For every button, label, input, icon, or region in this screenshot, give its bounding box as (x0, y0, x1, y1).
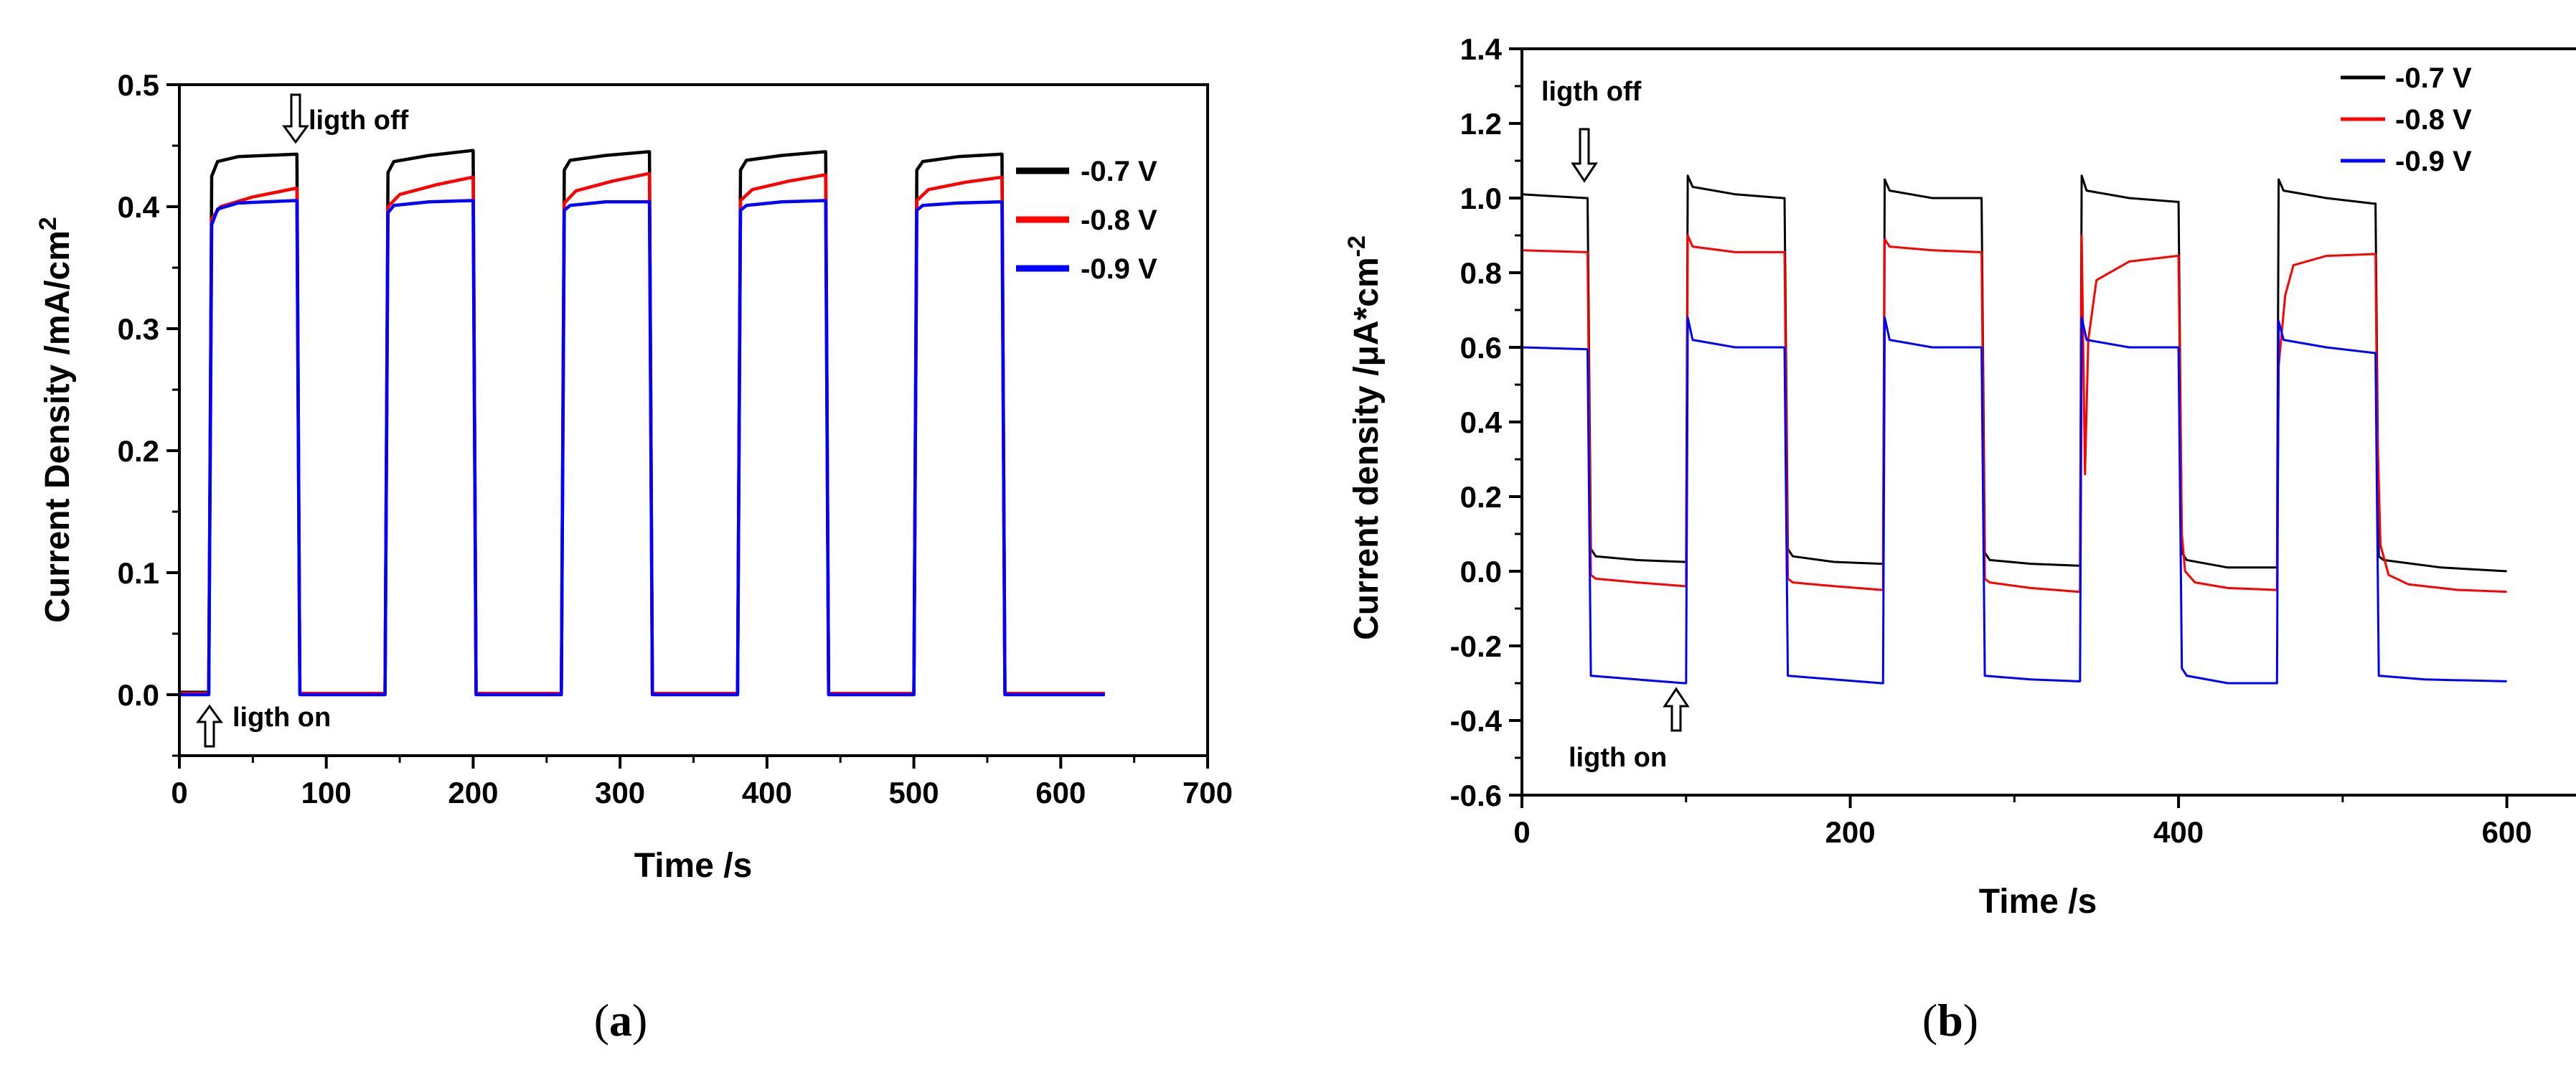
chart-panel-b: 0 200 400 600 -0.6 -0.4 -0.2 0.0 0.2 0.4 0.6 0.8 1.… (1343, 32, 2576, 1046)
y-tick-label-b-1: -0.4 (1450, 704, 1503, 738)
series-line-a-2 (179, 199, 1105, 697)
x-tick-label-b-1: 200 (1825, 815, 1875, 849)
down-arrow-icon (1571, 128, 1598, 183)
y-axis-label-a: Current Density /mA/cm2 (34, 217, 77, 623)
x-tick-label-a-3: 300 (595, 776, 645, 809)
x-axis-label-a: Time /s (634, 847, 753, 885)
y-ticks-b: -0.6 -0.4 -0.2 0.0 0.2 0.4 0.6 0.8 1.0 1.2 1.4 (1450, 32, 1522, 812)
x-tick-label-b-2: 400 (2153, 815, 2204, 849)
annotation-light-on-a: ligth on (196, 703, 331, 748)
y-tick-label-b-7: 0.8 (1460, 256, 1502, 290)
y-tick-label-b-4: 0.2 (1460, 480, 1502, 514)
y-tick-label-b-2: -0.2 (1450, 629, 1502, 663)
legend-a: -0.7 V -0.8 V -0.9 V (1016, 156, 1157, 285)
x-tick-label-a-2: 200 (448, 776, 498, 809)
legend-label-b-2: -0.9 V (2395, 146, 2472, 177)
series-line-b-2 (1521, 316, 2507, 685)
legend-label-a-1: -0.8 V (1081, 205, 1157, 236)
y-tick-label-b-8: 1.0 (1460, 182, 1502, 215)
legend-label-b-0: -0.7 V (2395, 62, 2472, 94)
annotation-light-off-b: ligth off (1541, 77, 1642, 183)
x-tick-label-a-7: 700 (1183, 776, 1233, 809)
y-axis-label-b: Current density /μA*cm-2 (1343, 235, 1386, 640)
x-tick-label-b-3: 600 (2482, 815, 2532, 849)
annotation-light-on-b: ligth on (1569, 687, 1690, 773)
y-tick-label-a-3: 0.3 (118, 312, 159, 346)
x-tick-label-b-0: 0 (1513, 815, 1530, 849)
x-tick-label-a-1: 100 (301, 776, 352, 809)
y-ticks-a: 0.0 0.1 0.2 0.3 0.4 0.5 (118, 68, 179, 757)
annotation-label-b-0: ligth off (1541, 77, 1642, 107)
panel-caption-b: (b) (1922, 995, 1978, 1046)
up-arrow-icon (196, 704, 223, 748)
annotation-label-a-1: ligth on (232, 703, 331, 733)
plot-area-a (179, 149, 1105, 697)
y-tick-label-b-0: -0.6 (1450, 779, 1502, 812)
x-tick-label-a-5: 500 (889, 776, 939, 809)
y-tick-label-a-0: 0.0 (118, 678, 159, 712)
series-line-b-1 (1521, 234, 2507, 593)
y-tick-label-b-3: 0.0 (1460, 555, 1502, 588)
x-ticks-b: 0 200 400 600 (1513, 795, 2532, 849)
x-tick-label-a-4: 400 (742, 776, 792, 809)
y-tick-label-a-4: 0.4 (118, 190, 160, 224)
legend-b: -0.7 V -0.8 V -0.9 V (2341, 62, 2472, 177)
legend-label-a-0: -0.7 V (1081, 156, 1157, 187)
y-tick-label-b-10: 1.4 (1460, 32, 1503, 66)
y-tick-label-b-9: 1.2 (1460, 107, 1502, 141)
chart-panel-a: 0 100 200 300 400 500 600 700 0.00.10.20.30.40.… (34, 68, 1233, 1046)
y-tick-label-b-5: 0.4 (1460, 405, 1503, 439)
x-tick-label-a-6: 600 (1035, 776, 1086, 809)
plot-area-b (1521, 174, 2507, 685)
y-tick-label-a-1: 0.1 (118, 556, 159, 590)
up-arrow-icon (1663, 687, 1690, 732)
y-tick-label-a-2: 0.2 (118, 434, 159, 468)
annotation-label-b-1: ligth on (1569, 743, 1667, 773)
annotation-light-off-a: ligth off (282, 93, 409, 144)
panel-caption-a: (a) (594, 995, 648, 1046)
x-tick-label-a-0: 0 (171, 776, 187, 809)
y-tick-label-a-5: 0.5 (118, 68, 159, 102)
legend-label-b-1: -0.8 V (2395, 104, 2472, 136)
y-tick-label-b-6: 0.6 (1460, 331, 1502, 365)
annotation-label-a-0: ligth off (309, 105, 409, 136)
x-ticks-a: 0 100 200 300 400 500 600 700 (171, 756, 1233, 809)
down-arrow-icon (282, 93, 309, 144)
x-axis-label-b: Time /s (1979, 883, 2097, 921)
legend-label-a-2: -0.9 V (1081, 253, 1157, 285)
